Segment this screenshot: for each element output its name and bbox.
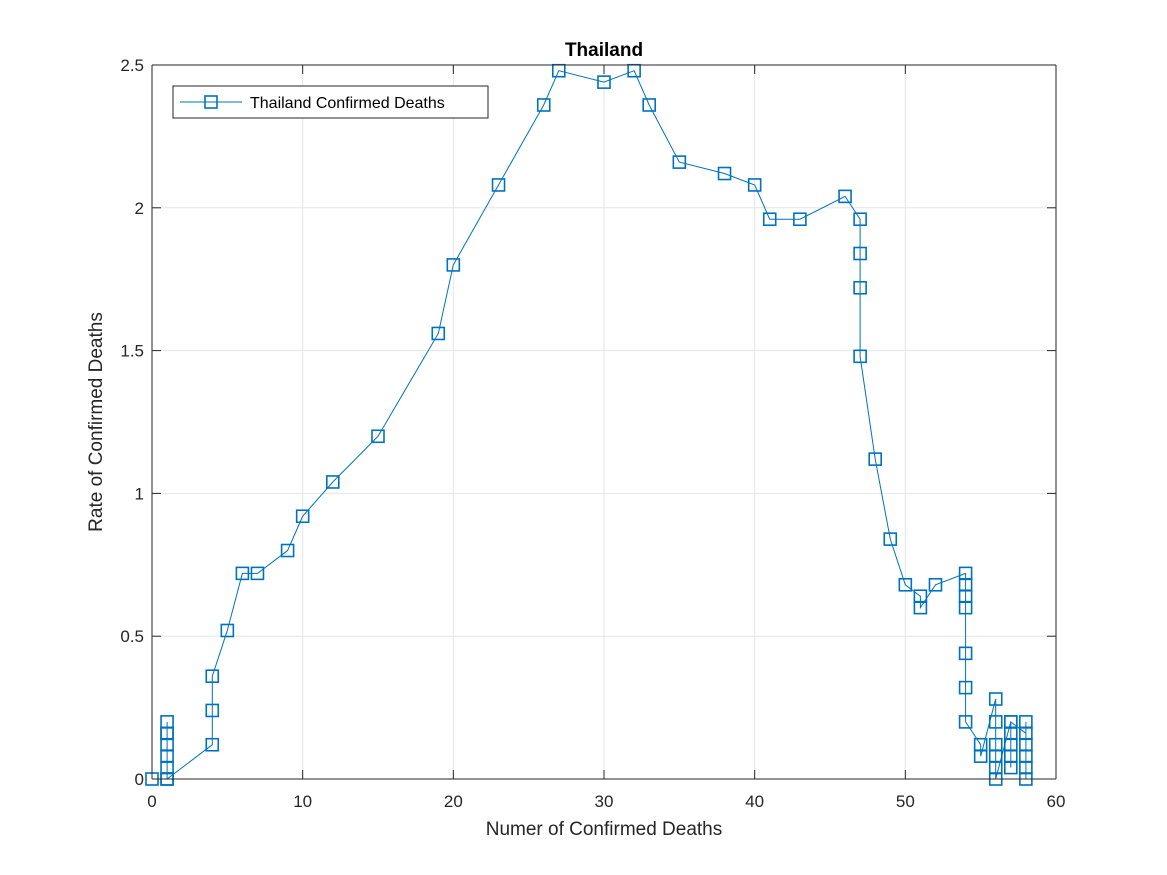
data-point bbox=[853, 349, 867, 364]
data-point bbox=[988, 692, 1003, 706]
data-point bbox=[928, 577, 943, 592]
data-point bbox=[160, 726, 174, 741]
series-layer bbox=[145, 63, 1033, 786]
y-tick-label: 0 bbox=[135, 770, 144, 789]
data-point bbox=[235, 566, 250, 581]
series-line bbox=[152, 70, 1027, 781]
data-point bbox=[883, 532, 898, 546]
x-tick-label: 0 bbox=[147, 792, 156, 811]
legend-box bbox=[172, 85, 489, 119]
legend-marker bbox=[204, 95, 218, 109]
x-tick-label: 30 bbox=[595, 792, 614, 811]
data-point bbox=[491, 178, 506, 192]
data-point bbox=[973, 749, 988, 763]
data-point bbox=[295, 509, 310, 524]
data-point bbox=[205, 737, 220, 752]
data-point bbox=[205, 669, 220, 683]
legend: Thailand Confirmed Deaths bbox=[172, 85, 489, 119]
data-point bbox=[1003, 715, 1018, 729]
data-point bbox=[868, 452, 883, 466]
y-tick-label: 1.5 bbox=[120, 342, 144, 361]
x-tick-label: 40 bbox=[745, 792, 764, 811]
data-point bbox=[1019, 715, 1033, 729]
data-point bbox=[793, 212, 807, 227]
x-tick-label: 10 bbox=[293, 792, 312, 811]
data-point bbox=[853, 212, 867, 227]
data-point bbox=[1003, 760, 1018, 775]
data-point bbox=[958, 646, 973, 661]
data-point bbox=[672, 155, 687, 169]
axes: 0 10 20 30 40 50 60 0 0.5 1 1.5 2 2.5 bbox=[120, 56, 1065, 811]
x-axis-label: Numer of Confirmed Deaths bbox=[486, 819, 723, 840]
x-tick-label: 20 bbox=[444, 792, 463, 811]
y-tick-label: 2.5 bbox=[120, 56, 144, 75]
x-tick-label: 50 bbox=[896, 792, 915, 811]
y-tick-label: 2 bbox=[135, 199, 144, 218]
data-point bbox=[717, 166, 732, 181]
data-point bbox=[371, 429, 385, 444]
data-point bbox=[958, 600, 973, 615]
data-point bbox=[853, 280, 867, 295]
chart-title: Thailand bbox=[565, 40, 643, 61]
data-point bbox=[446, 258, 461, 272]
data-point bbox=[642, 98, 657, 112]
data-point bbox=[747, 178, 762, 192]
data-point bbox=[205, 703, 220, 718]
data-point bbox=[988, 715, 1003, 729]
data-point bbox=[958, 715, 973, 729]
data-point bbox=[898, 577, 913, 592]
data-point bbox=[536, 98, 551, 112]
data-point bbox=[220, 623, 235, 638]
data-point bbox=[280, 543, 295, 558]
data-point bbox=[597, 75, 611, 89]
data-point bbox=[250, 566, 265, 581]
data-point bbox=[838, 189, 852, 204]
data-point bbox=[431, 326, 446, 341]
data-point bbox=[853, 246, 867, 261]
legend-label: Thailand Confirmed Deaths bbox=[250, 95, 445, 112]
data-point bbox=[325, 475, 340, 489]
data-point bbox=[913, 600, 928, 615]
x-tick-label: 60 bbox=[1047, 792, 1066, 811]
data-point bbox=[958, 680, 973, 695]
y-tick-label: 0.5 bbox=[120, 627, 144, 646]
y-axis-label: Rate of Confirmed Deaths bbox=[86, 312, 107, 532]
y-tick-label: 1 bbox=[135, 484, 144, 503]
data-point bbox=[762, 212, 777, 227]
